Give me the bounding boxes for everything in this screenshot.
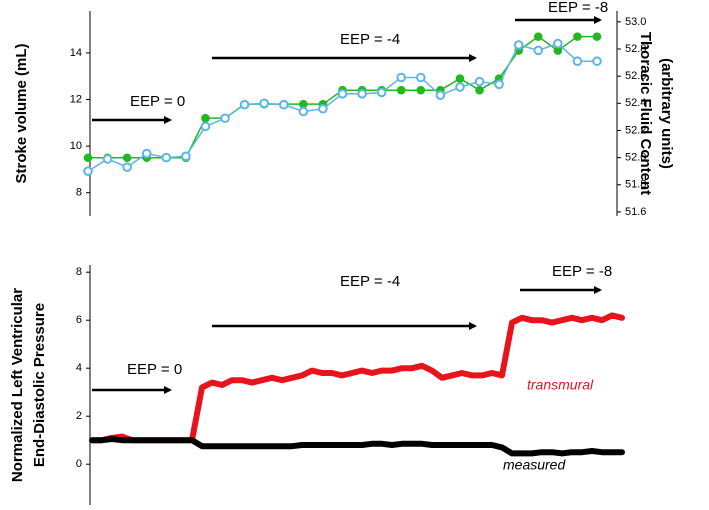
point	[474, 76, 485, 87]
y2-tick-label: 51.6	[625, 206, 646, 218]
point	[553, 38, 563, 49]
point	[592, 32, 602, 41]
y-tick-label: 4	[76, 362, 82, 374]
point	[200, 121, 211, 132]
point	[259, 98, 269, 109]
point	[435, 90, 446, 100]
y-tick-label: 2	[76, 410, 82, 422]
y2-tick-label: 52.2	[625, 124, 646, 136]
y2-tick-label: 52.8	[625, 43, 646, 55]
point	[318, 103, 328, 114]
point	[533, 32, 543, 41]
point	[102, 154, 113, 164]
y-tick-label: 14	[70, 47, 82, 59]
point	[475, 85, 484, 95]
point	[573, 32, 582, 41]
annotation: EEP = -4	[340, 273, 400, 290]
annotation: EEP = -4	[340, 31, 400, 48]
y-axis-label: Stroke volume (mL)	[13, 43, 30, 183]
annotation: EEP = -8	[548, 0, 608, 16]
series-label: measured	[503, 457, 566, 473]
point	[220, 113, 230, 124]
y2-tick-label: 52.0	[625, 152, 646, 164]
series-line	[89, 436, 625, 457]
y-tick-label: 8	[76, 266, 82, 278]
y-tick-label: 0	[76, 458, 82, 470]
point	[278, 99, 289, 110]
point	[416, 72, 426, 83]
y2-axis-label: (arbitrary units)	[658, 58, 675, 169]
point	[83, 153, 93, 163]
point	[416, 85, 426, 95]
point	[396, 85, 406, 95]
point	[201, 113, 210, 123]
point	[396, 72, 407, 83]
y-tick-label: 12	[70, 93, 82, 105]
y2-tick-label: 52.4	[625, 97, 646, 109]
y-tick-label: 8	[76, 187, 82, 199]
point	[494, 79, 504, 90]
y-axis-label: End-Diastolic Pressure	[31, 303, 48, 467]
point	[337, 89, 348, 99]
y2-tick-label: 53.0	[625, 16, 646, 28]
point	[122, 153, 132, 163]
point	[161, 152, 172, 163]
point	[513, 40, 524, 50]
series-label: transmural	[527, 377, 594, 393]
point	[181, 151, 191, 162]
y2-tick-label: 52.6	[625, 70, 646, 82]
point	[572, 56, 583, 67]
point	[83, 166, 93, 176]
point	[357, 89, 367, 99]
y-tick-label: 6	[76, 314, 82, 326]
annotation: EEP = -8	[552, 263, 612, 280]
point	[298, 106, 309, 117]
y2-tick-label: 51.8	[625, 179, 646, 191]
point	[533, 45, 544, 56]
point	[376, 87, 387, 98]
y-axis-label: Normalized Left Ventricular	[9, 288, 26, 482]
point	[455, 82, 465, 92]
y-tick-label: 10	[70, 140, 82, 152]
annotation: EEP = 0	[130, 93, 185, 110]
y2-axis-label: Thoracic Fluid Content	[637, 32, 654, 195]
point	[239, 99, 250, 110]
point	[592, 56, 602, 67]
point	[141, 148, 152, 159]
point	[455, 74, 465, 83]
annotation: EEP = 0	[127, 361, 182, 378]
point	[122, 162, 132, 172]
